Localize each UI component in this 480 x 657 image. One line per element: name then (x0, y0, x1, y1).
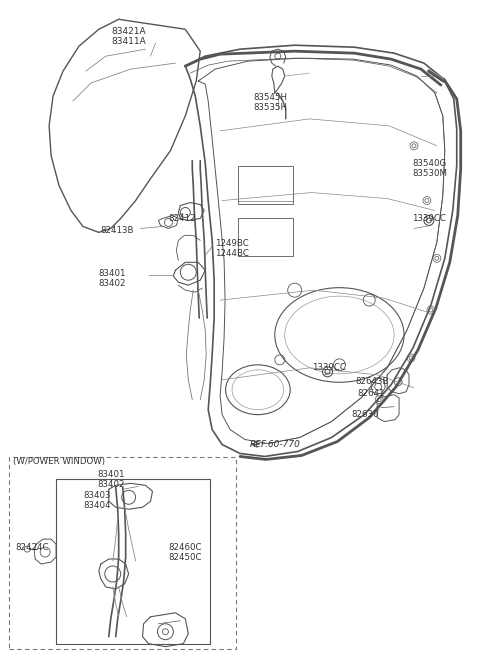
Bar (238, 219, 293, 256)
Text: REF.60-770: REF.60-770 (250, 440, 301, 449)
Text: 83411A: 83411A (111, 37, 146, 46)
Text: 82643B: 82643B (355, 377, 389, 386)
Text: 82460C: 82460C (168, 543, 202, 552)
Text: 82412: 82412 (168, 214, 196, 223)
Text: 82630: 82630 (351, 410, 379, 419)
Text: 82424C: 82424C (15, 543, 49, 552)
Text: 83545H: 83545H (253, 93, 287, 102)
Text: 1339CC: 1339CC (412, 214, 446, 223)
Text: 83535H: 83535H (253, 103, 287, 112)
Text: 1244BC: 1244BC (215, 249, 249, 258)
Text: (W/POWER WINDOW): (W/POWER WINDOW) (13, 457, 105, 466)
Text: 1249BC: 1249BC (215, 239, 249, 248)
Text: 83530M: 83530M (412, 169, 447, 178)
Text: 83421A: 83421A (111, 27, 146, 35)
Text: 83401: 83401 (99, 269, 126, 278)
Text: 83401: 83401 (97, 470, 124, 479)
Text: 1339CC: 1339CC (312, 363, 346, 373)
Text: 83402: 83402 (99, 279, 126, 288)
Text: 82450C: 82450C (168, 553, 202, 562)
Text: 83403: 83403 (83, 491, 110, 500)
Bar (238, 166, 293, 204)
Text: 83404: 83404 (83, 501, 110, 510)
Text: 83540G: 83540G (412, 159, 446, 168)
Text: 83402: 83402 (97, 480, 124, 489)
Text: 82413B: 82413B (101, 226, 134, 235)
Text: 82641: 82641 (357, 389, 385, 398)
Bar (56, 480, 210, 644)
Bar (9, 457, 236, 648)
